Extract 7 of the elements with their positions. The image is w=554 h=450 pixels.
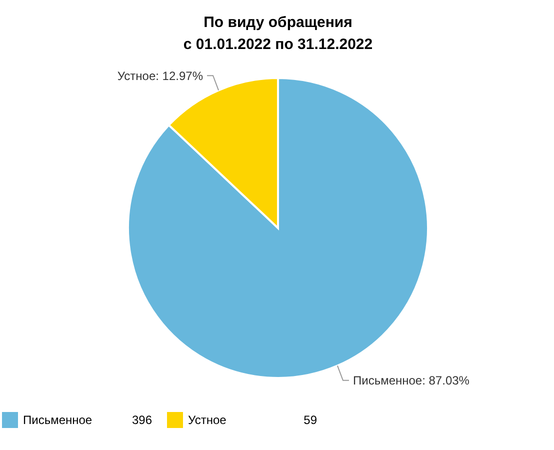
text: 59 [304,413,318,428]
legend-label: Письменное [23,413,92,428]
chart-title: По виду обращения с 01.01.2022 по 31.12.2022 [183,14,373,53]
text: 396 [132,413,152,428]
data-label: Письменное: 87.03% [352,374,470,388]
data-label: Устное: 12.97% [117,68,204,83]
legend-label: Устное [188,413,227,428]
